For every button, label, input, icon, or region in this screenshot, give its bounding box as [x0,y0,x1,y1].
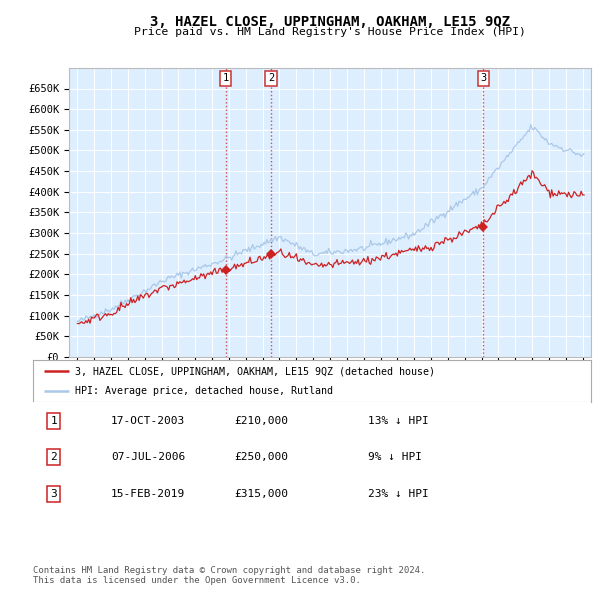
Text: 1: 1 [223,73,229,83]
Text: 9% ↓ HPI: 9% ↓ HPI [368,453,422,462]
Text: £315,000: £315,000 [234,489,288,499]
Text: 23% ↓ HPI: 23% ↓ HPI [368,489,428,499]
Text: £250,000: £250,000 [234,453,288,462]
Text: Contains HM Land Registry data © Crown copyright and database right 2024.
This d: Contains HM Land Registry data © Crown c… [33,566,425,585]
Text: 2: 2 [268,73,274,83]
Text: 13% ↓ HPI: 13% ↓ HPI [368,416,428,425]
Text: 3: 3 [50,489,57,499]
Text: £210,000: £210,000 [234,416,288,425]
Text: 15-FEB-2019: 15-FEB-2019 [111,489,185,499]
Text: HPI: Average price, detached house, Rutland: HPI: Average price, detached house, Rutl… [75,386,333,396]
Text: 3, HAZEL CLOSE, UPPINGHAM, OAKHAM, LE15 9QZ (detached house): 3, HAZEL CLOSE, UPPINGHAM, OAKHAM, LE15 … [75,366,435,376]
Text: 3, HAZEL CLOSE, UPPINGHAM, OAKHAM, LE15 9QZ: 3, HAZEL CLOSE, UPPINGHAM, OAKHAM, LE15 … [150,15,510,29]
Text: 2: 2 [50,453,57,462]
Text: Price paid vs. HM Land Registry's House Price Index (HPI): Price paid vs. HM Land Registry's House … [134,27,526,37]
Text: 1: 1 [50,416,57,425]
Text: 3: 3 [480,73,487,83]
Text: 07-JUL-2006: 07-JUL-2006 [111,453,185,462]
Text: 17-OCT-2003: 17-OCT-2003 [111,416,185,425]
